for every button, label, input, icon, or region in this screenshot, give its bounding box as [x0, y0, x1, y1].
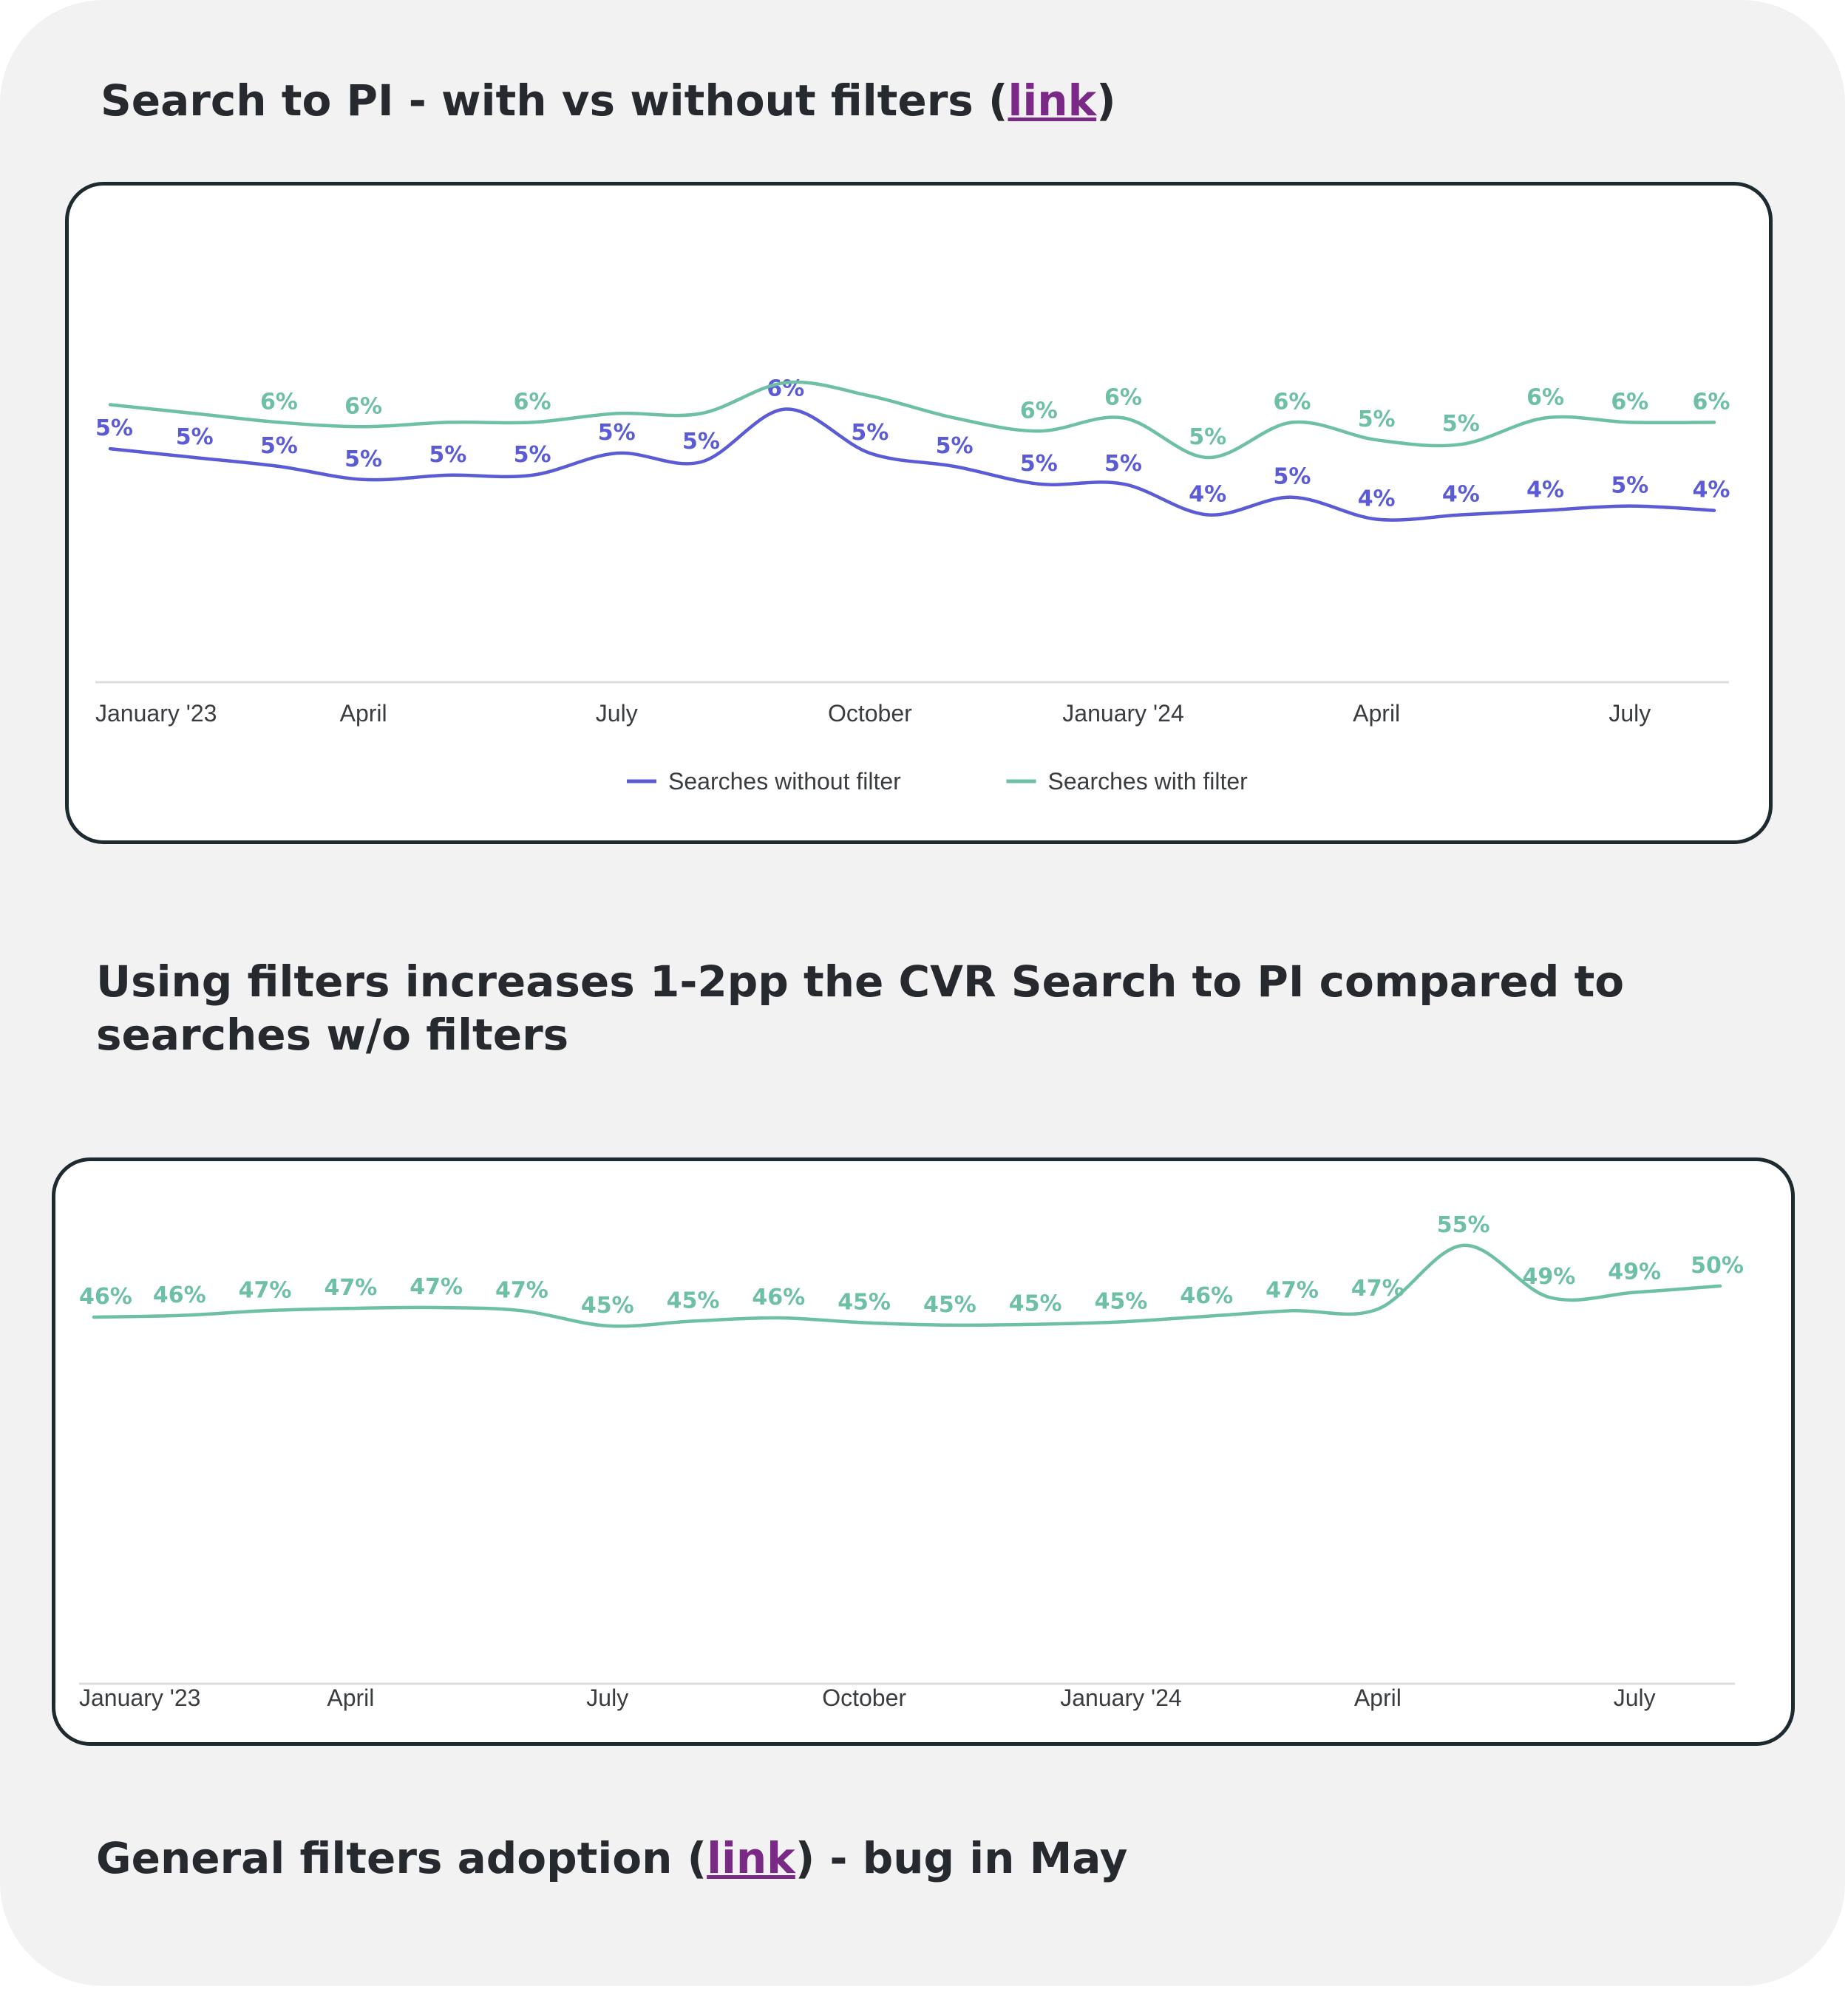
data-label: 5%: [1611, 473, 1648, 499]
data-label: 47%: [410, 1274, 463, 1300]
data-label: 5%: [95, 415, 133, 441]
data-label: 49%: [1523, 1264, 1576, 1290]
data-label: 45%: [1009, 1291, 1062, 1317]
series-line-1: [108, 407, 1716, 522]
data-label: 46%: [153, 1282, 206, 1308]
legend-label-2: Searches with filter: [1048, 768, 1249, 795]
x-tick-label: July: [586, 1684, 628, 1711]
chart-legend: Searches without filter Searches with fil…: [627, 768, 1248, 795]
data-label: 5%: [260, 433, 298, 459]
chart2-link[interactable]: link: [707, 1833, 795, 1883]
data-label: 46%: [79, 1284, 132, 1310]
x-tick-label: April: [1354, 1684, 1402, 1711]
data-label: 6%: [1020, 398, 1058, 424]
data-label: 47%: [239, 1277, 292, 1303]
insight-text-end: compared to searches w/o filters: [96, 956, 1625, 1060]
chart2-heading-text: General filters adoption (: [96, 1833, 707, 1883]
chart1-heading-text: Search to PI - with vs without filters (: [101, 75, 1008, 126]
data-label: 6%: [1611, 389, 1648, 415]
data-label: 46%: [752, 1285, 805, 1310]
series-line-1: [92, 1243, 1722, 1328]
data-label: 6%: [514, 389, 551, 415]
data-label: 6%: [1273, 389, 1311, 415]
data-label: 6%: [767, 375, 804, 401]
data-label: 45%: [838, 1290, 891, 1316]
data-label: 6%: [344, 393, 382, 419]
data-label: 5%: [1358, 407, 1396, 432]
data-label: 6%: [260, 389, 298, 415]
data-label: 5%: [1104, 451, 1142, 477]
data-label: 5%: [514, 442, 551, 468]
chart2-panel: January '23 April July October January '24 Ap…: [52, 1157, 1795, 1746]
chart1-link[interactable]: link: [1008, 75, 1097, 126]
x-tick-label: April: [327, 1684, 374, 1711]
data-label: 5%: [1020, 451, 1058, 477]
x-tick-label: July: [1614, 1684, 1656, 1711]
data-label: 50%: [1691, 1253, 1744, 1279]
data-label: 5%: [598, 420, 636, 446]
x-tick-label: October: [822, 1684, 906, 1711]
data-label: 6%: [1526, 384, 1564, 410]
insight-heading: Using filters increases 1-2pp the CVR Se…: [96, 955, 1796, 1061]
data-label: 6%: [1693, 389, 1730, 415]
data-label: 6%: [1104, 384, 1142, 410]
data-label: 4%: [1189, 482, 1226, 508]
chart2-heading: General filters adoption (link) - bug in…: [96, 1832, 1127, 1885]
x-tick-label: April: [1353, 700, 1400, 727]
data-label: 5%: [1273, 464, 1311, 490]
data-label: 45%: [923, 1292, 976, 1318]
data-label: 5%: [1442, 411, 1480, 437]
data-label: 5%: [682, 429, 720, 455]
data-label: 45%: [667, 1288, 720, 1313]
x-tick-label: October: [828, 700, 912, 727]
chart1-heading: Search to PI - with vs without filters (…: [101, 74, 1116, 127]
data-label: 47%: [1266, 1277, 1319, 1303]
data-label: 47%: [495, 1277, 548, 1303]
insight-text-start: Using filters: [96, 956, 405, 1007]
data-label: 55%: [1437, 1212, 1490, 1238]
data-label: 4%: [1693, 477, 1730, 503]
insight-text-bold: increases 1-2pp the CVR Search to PI: [404, 956, 1305, 1007]
data-label: 45%: [1095, 1288, 1148, 1314]
x-tick-label: January '24: [1062, 700, 1183, 727]
x-tick-label: January '23: [95, 700, 217, 727]
data-label: 49%: [1608, 1259, 1661, 1285]
data-label: 5%: [936, 433, 974, 459]
data-label: 4%: [1442, 482, 1480, 508]
chart1-svg: January '23 April July October January '24 Ap…: [95, 375, 1730, 795]
data-label: 4%: [1526, 477, 1564, 503]
chart1-heading-text-end: ): [1096, 75, 1116, 126]
chart2-heading-text-end: ) - bug in May: [795, 1833, 1128, 1883]
series-line-2: [108, 380, 1716, 460]
x-tick-label: April: [340, 700, 387, 727]
x-tick-label: January '24: [1060, 1684, 1181, 1711]
data-label: 5%: [429, 442, 466, 468]
x-tick-label: July: [1608, 700, 1651, 727]
data-label: 46%: [1180, 1283, 1233, 1309]
data-label: 5%: [1189, 424, 1226, 450]
data-label: 5%: [176, 424, 214, 450]
x-tick-label: January '23: [79, 1684, 200, 1711]
data-label: 5%: [851, 420, 889, 446]
data-label: 47%: [324, 1275, 377, 1301]
data-label: 47%: [1351, 1276, 1404, 1302]
chart1-panel: January '23 April July October January '24 Ap…: [65, 182, 1773, 844]
data-label: 5%: [344, 446, 382, 472]
legend-label-1: Searches without filter: [668, 768, 901, 795]
data-label: 4%: [1358, 486, 1396, 511]
x-tick-label: July: [596, 700, 638, 727]
chart2-svg: January '23 April July October January '24 Ap…: [79, 1212, 1744, 1711]
data-label: 45%: [581, 1293, 634, 1319]
